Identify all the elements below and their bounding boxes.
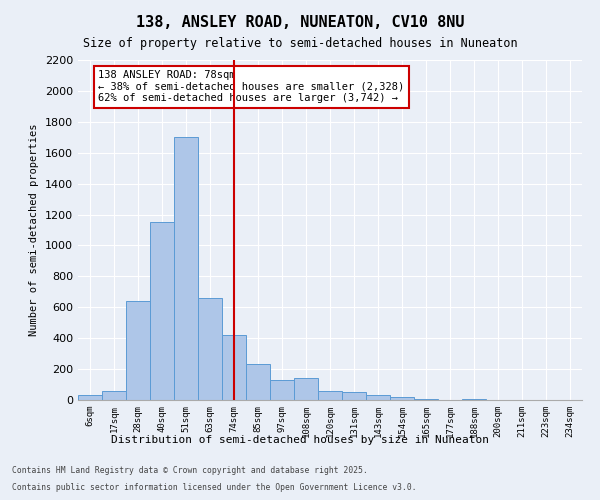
Bar: [390, 397, 414, 400]
Bar: [342, 392, 366, 400]
Bar: [150, 222, 174, 400]
Text: Contains HM Land Registry data © Crown copyright and database right 2025.: Contains HM Land Registry data © Crown c…: [12, 466, 368, 475]
Text: Contains public sector information licensed under the Open Government Licence v3: Contains public sector information licen…: [12, 484, 416, 492]
Bar: [246, 364, 270, 400]
Bar: [78, 396, 102, 400]
Bar: [102, 390, 126, 400]
Bar: [198, 298, 222, 400]
Bar: [126, 301, 150, 400]
Bar: [318, 390, 342, 400]
Bar: [366, 396, 390, 400]
Y-axis label: Number of semi-detached properties: Number of semi-detached properties: [29, 124, 40, 336]
Text: Size of property relative to semi-detached houses in Nuneaton: Size of property relative to semi-detach…: [83, 38, 517, 51]
Text: 138, ANSLEY ROAD, NUNEATON, CV10 8NU: 138, ANSLEY ROAD, NUNEATON, CV10 8NU: [136, 15, 464, 30]
Bar: [270, 380, 294, 400]
Bar: [462, 399, 486, 400]
Bar: [294, 378, 318, 400]
Bar: [414, 399, 438, 400]
Text: 138 ANSLEY ROAD: 78sqm
← 38% of semi-detached houses are smaller (2,328)
62% of : 138 ANSLEY ROAD: 78sqm ← 38% of semi-det…: [98, 70, 404, 103]
Text: Distribution of semi-detached houses by size in Nuneaton: Distribution of semi-detached houses by …: [111, 435, 489, 445]
Bar: [174, 138, 198, 400]
Bar: [222, 335, 246, 400]
